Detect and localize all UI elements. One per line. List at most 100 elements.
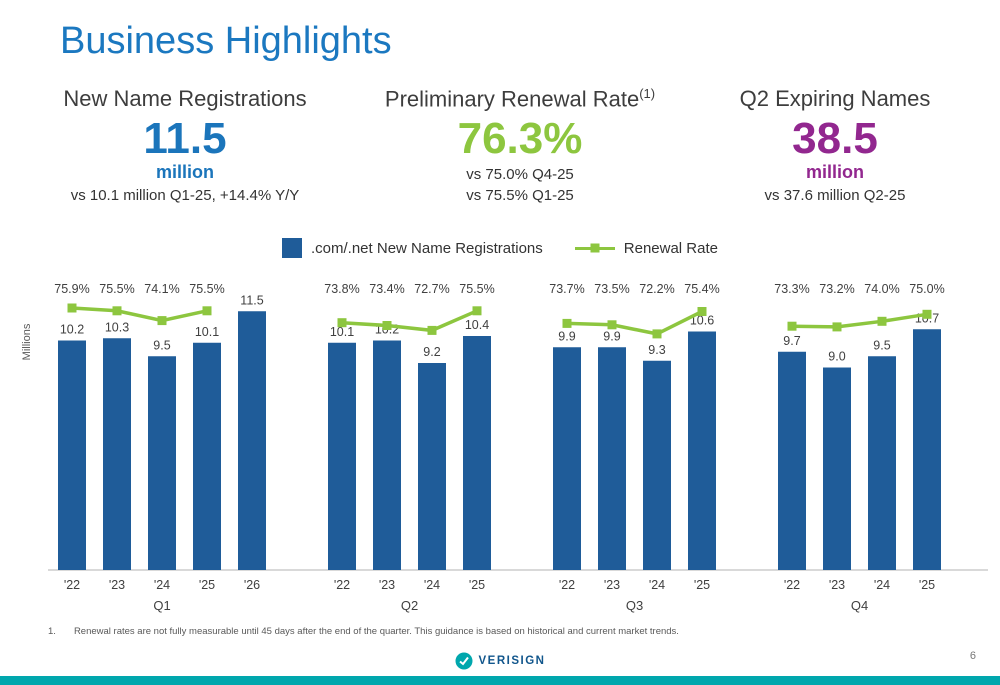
year-tick-label: '22 — [334, 578, 350, 592]
bar-value-label: 9.9 — [603, 329, 620, 343]
kpi-title-text: Preliminary Renewal Rate — [384, 86, 640, 112]
renewal-rate-marker — [427, 325, 437, 335]
page-number: 6 — [969, 650, 976, 662]
footnote-reference: (1) — [639, 86, 656, 101]
year-tick-label: '26 — [244, 578, 260, 592]
renewal-rate-marker — [697, 307, 707, 316]
legend-item-renewal-rate: Renewal Rate — [574, 239, 718, 257]
renewal-rate-label: 73.4% — [369, 282, 404, 296]
year-tick-label: '22 — [784, 578, 800, 592]
renewal-rate-marker — [382, 321, 392, 330]
renewal-rate-marker — [607, 320, 617, 330]
line-legend-marker — [590, 243, 600, 253]
renewal-rate-label: 73.2% — [819, 282, 854, 296]
bar-value-label: 9.7 — [783, 334, 800, 348]
renewal-rate-marker — [832, 322, 842, 332]
registration-bar — [238, 311, 266, 570]
renewal-rate-label: 75.4% — [684, 282, 719, 296]
kpi-new-name-registrations: New Name Registrations 11.5 million vs 1… — [20, 86, 350, 206]
legend-item-registrations: .com/.net New Name Registrations — [282, 238, 543, 258]
renewal-rate-marker — [337, 318, 347, 328]
registration-bar — [103, 338, 131, 570]
renewal-rate-marker — [877, 316, 887, 326]
renewal-rate-marker — [787, 321, 797, 331]
bar-value-label: 9.3 — [648, 343, 665, 357]
renewal-rate-label: 72.2% — [639, 282, 674, 296]
renewal-rate-marker — [157, 316, 167, 326]
registration-bar — [643, 360, 671, 570]
kpi-value: 11.5 — [143, 114, 227, 163]
quarter-group-label: Q1 — [153, 598, 170, 613]
bar-value-label: 9.5 — [153, 338, 170, 352]
bar-value-label: 10.6 — [690, 314, 714, 328]
registration-bar — [58, 340, 86, 570]
registration-bar — [193, 342, 221, 570]
registration-bar — [373, 340, 401, 570]
year-tick-label: '23 — [379, 578, 395, 592]
year-tick-label: '25 — [694, 578, 710, 592]
year-tick-label: '22 — [64, 578, 80, 592]
footnote-marker: 1. — [48, 626, 56, 637]
year-tick-label: '24 — [154, 578, 170, 592]
footer-accent-bar — [0, 676, 1000, 685]
year-tick-label: '24 — [424, 578, 440, 592]
line-legend-swatch — [574, 243, 615, 253]
verisign-wordmark: VERISIGN — [478, 655, 546, 667]
kpi-value: 76.3% — [457, 114, 583, 164]
kpi-comparison: vs 75.0% Q4-25 — [466, 165, 574, 183]
renewal-rate-label: 72.7% — [414, 282, 449, 296]
renewal-rate-marker — [652, 329, 662, 339]
renewal-rate-marker — [922, 309, 932, 319]
year-tick-label: '23 — [829, 578, 845, 592]
registration-bar — [688, 331, 716, 570]
registration-bar — [823, 367, 851, 570]
renewal-rate-label: 73.3% — [774, 282, 809, 296]
renewal-rate-marker — [202, 306, 212, 316]
page-title: Business Highlights — [60, 20, 392, 62]
registration-bar — [913, 329, 941, 570]
registration-bar — [778, 351, 806, 570]
kpi-title: New Name Registrations — [63, 86, 307, 111]
renewal-rate-label: 74.1% — [144, 282, 179, 296]
footnote-text: Renewal rates are not fully measurable u… — [73, 626, 679, 637]
renewal-rate-label: 75.5% — [99, 282, 134, 296]
chart-legend: .com/.net New Name Registrations Renewal… — [0, 238, 1000, 258]
verisign-check-icon — [455, 652, 473, 670]
bar-value-label: 10.4 — [465, 318, 489, 332]
renewal-rate-line — [566, 309, 703, 336]
renewal-rate-label: 73.7% — [549, 282, 584, 296]
bar-value-label: 9.0 — [828, 350, 845, 364]
renewal-rate-line — [71, 306, 208, 323]
kpi-q2-expiring-names: Q2 Expiring Names 38.5 million vs 37.6 m… — [685, 86, 985, 206]
footnote: 1. Renewal rates are not fully measurabl… — [48, 626, 968, 637]
renewal-rate-marker — [472, 306, 482, 316]
quarter-group-label: Q2 — [401, 598, 418, 613]
renewal-rate-label: 75.5% — [459, 282, 494, 296]
legend-label: Renewal Rate — [623, 239, 718, 257]
legend-label: .com/.net New Name Registrations — [311, 239, 543, 257]
year-tick-label: '24 — [649, 578, 665, 592]
year-tick-label: '25 — [199, 578, 215, 592]
bar-value-label: 9.9 — [558, 329, 575, 343]
registration-bar — [328, 342, 356, 570]
registrations-renewal-chart: Millions 10.2 '22 75.9% 10.3 '23 75.5% 9.5 '24 74… — [21, 282, 988, 613]
renewal-rate-label: 73.5% — [594, 282, 629, 296]
registration-bar — [868, 356, 896, 570]
kpi-unit: million — [806, 162, 864, 183]
renewal-rate-marker — [562, 318, 572, 328]
bar-value-label: 11.5 — [240, 293, 263, 307]
kpi-title: Preliminary Renewal Rate(1) — [355, 86, 685, 112]
bar-value-label: 9.5 — [873, 338, 890, 352]
kpi-value: 38.5 — [792, 114, 878, 163]
verisign-logo: VERISIGN — [0, 652, 1000, 670]
renewal-rate-label: 75.5% — [189, 282, 224, 296]
kpi-title: Q2 Expiring Names — [739, 86, 931, 111]
renewal-rate-marker — [67, 303, 77, 313]
renewal-rate-label: 74.0% — [864, 282, 899, 296]
renewal-rate-marker — [112, 306, 122, 316]
bar-value-label: 10.1 — [195, 325, 219, 339]
year-tick-label: '23 — [109, 578, 125, 592]
quarter-group-label: Q4 — [851, 598, 868, 613]
quarter-group-label: Q3 — [626, 598, 643, 613]
year-tick-label: '25 — [469, 578, 485, 592]
